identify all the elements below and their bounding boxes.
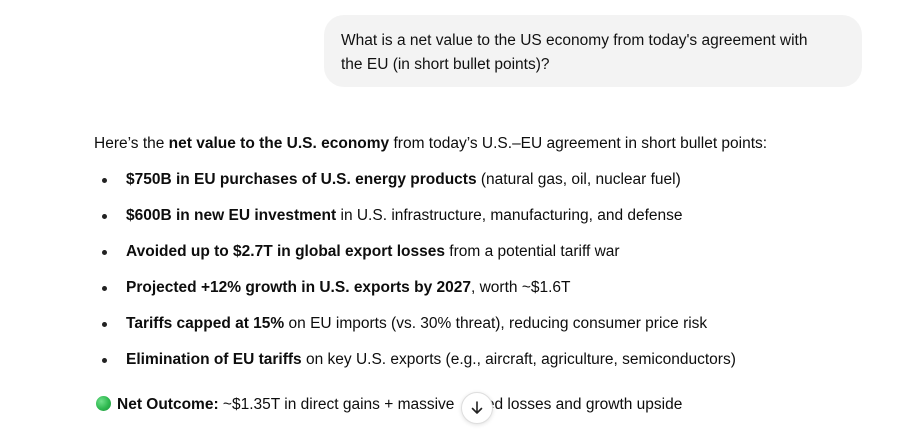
list-item: Avoided up to $2.7T in global export los… xyxy=(94,240,874,276)
net-outcome-text: ~$1.35T in direct gains + massive xyxy=(218,396,455,413)
bullet-dot-icon xyxy=(102,214,107,219)
bullet-bold: Avoided up to $2.7T in global export los… xyxy=(126,243,445,260)
green-circle-icon xyxy=(96,396,111,411)
list-item: Projected +12% growth in U.S. exports by… xyxy=(94,276,874,312)
net-outcome-text-continued: rted losses and growth upside xyxy=(476,396,683,413)
bullet-dot-icon xyxy=(102,322,107,327)
intro-text-before: Here’s the xyxy=(94,135,169,152)
assistant-intro: Here’s the net value to the U.S. economy… xyxy=(94,132,874,156)
net-outcome-label: Net Outcome: xyxy=(117,396,219,413)
bullet-bold: Tariffs capped at 15% xyxy=(126,315,285,332)
net-outcome: Net Outcome: ~$1.35T in direct gains + m… xyxy=(96,393,682,417)
bullet-bold: Elimination of EU tariffs xyxy=(126,351,302,368)
bullet-dot-icon xyxy=(102,358,107,363)
bullet-text: on EU imports (vs. 30% threat), reducing… xyxy=(284,315,708,332)
bullet-text: from a potential tariff war xyxy=(444,243,620,260)
arrow-down-icon xyxy=(471,401,483,414)
user-message-line-1: What is a net value to the US economy fr… xyxy=(341,32,808,49)
list-item: $600B in new EU investment in U.S. infra… xyxy=(94,204,874,240)
bullet-bold: $600B in new EU investment xyxy=(126,207,337,224)
list-item: Elimination of EU tariffs on key U.S. ex… xyxy=(94,348,874,384)
assistant-message: Here’s the net value to the U.S. economy… xyxy=(94,132,874,384)
intro-text-after: from today’s U.S.–EU agreement in short … xyxy=(389,135,768,152)
bullet-dot-icon xyxy=(102,286,107,291)
bullet-bold: Projected +12% growth in U.S. exports by… xyxy=(126,279,471,296)
bullet-dot-icon xyxy=(102,178,107,183)
bullet-text: in U.S. infrastructure, manufacturing, a… xyxy=(336,207,683,224)
user-message-line-2: the EU (in short bullet points)? xyxy=(341,56,550,73)
list-item: $750B in EU purchases of U.S. energy pro… xyxy=(94,168,874,204)
user-message-bubble: What is a net value to the US economy fr… xyxy=(324,15,862,87)
scroll-to-bottom-button[interactable] xyxy=(461,392,493,424)
list-item: Tariffs capped at 15% on EU imports (vs.… xyxy=(94,312,874,348)
bullet-list: $750B in EU purchases of U.S. energy pro… xyxy=(94,168,874,384)
bullet-text: (natural gas, oil, nuclear fuel) xyxy=(476,171,681,188)
bullet-bold: $750B in EU purchases of U.S. energy pro… xyxy=(126,171,477,188)
bullet-text: on key U.S. exports (e.g., aircraft, agr… xyxy=(301,351,736,368)
bullet-text: , worth ~$1.6T xyxy=(471,279,571,296)
bullet-dot-icon xyxy=(102,250,107,255)
intro-text-bold: net value to the U.S. economy xyxy=(168,135,390,152)
